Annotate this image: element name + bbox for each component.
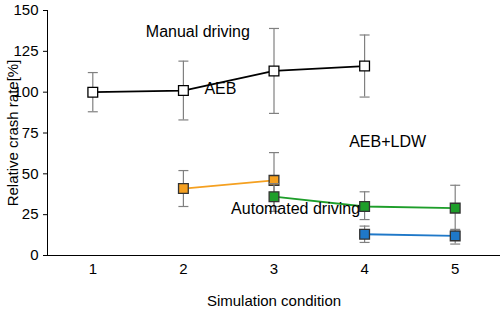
svg-text:Relative crash rate[%]: Relative crash rate[%] bbox=[4, 60, 21, 207]
svg-text:2: 2 bbox=[179, 260, 187, 277]
svg-text:50: 50 bbox=[22, 165, 39, 182]
svg-text:25: 25 bbox=[22, 205, 39, 222]
svg-text:125: 125 bbox=[13, 42, 38, 59]
svg-text:AEB: AEB bbox=[204, 80, 236, 97]
svg-text:Manual driving: Manual driving bbox=[146, 23, 250, 40]
svg-text:Automated driving: Automated driving bbox=[231, 200, 360, 217]
svg-text:100: 100 bbox=[13, 83, 39, 100]
svg-text:Simulation condition: Simulation condition bbox=[207, 292, 341, 309]
svg-text:AEB+LDW: AEB+LDW bbox=[349, 133, 427, 150]
svg-text:4: 4 bbox=[360, 260, 368, 277]
svg-text:1: 1 bbox=[89, 260, 97, 277]
svg-text:75: 75 bbox=[22, 124, 39, 141]
svg-text:150: 150 bbox=[13, 1, 38, 18]
svg-text:5: 5 bbox=[451, 260, 459, 277]
svg-text:0: 0 bbox=[30, 246, 38, 263]
svg-text:3: 3 bbox=[270, 260, 278, 277]
